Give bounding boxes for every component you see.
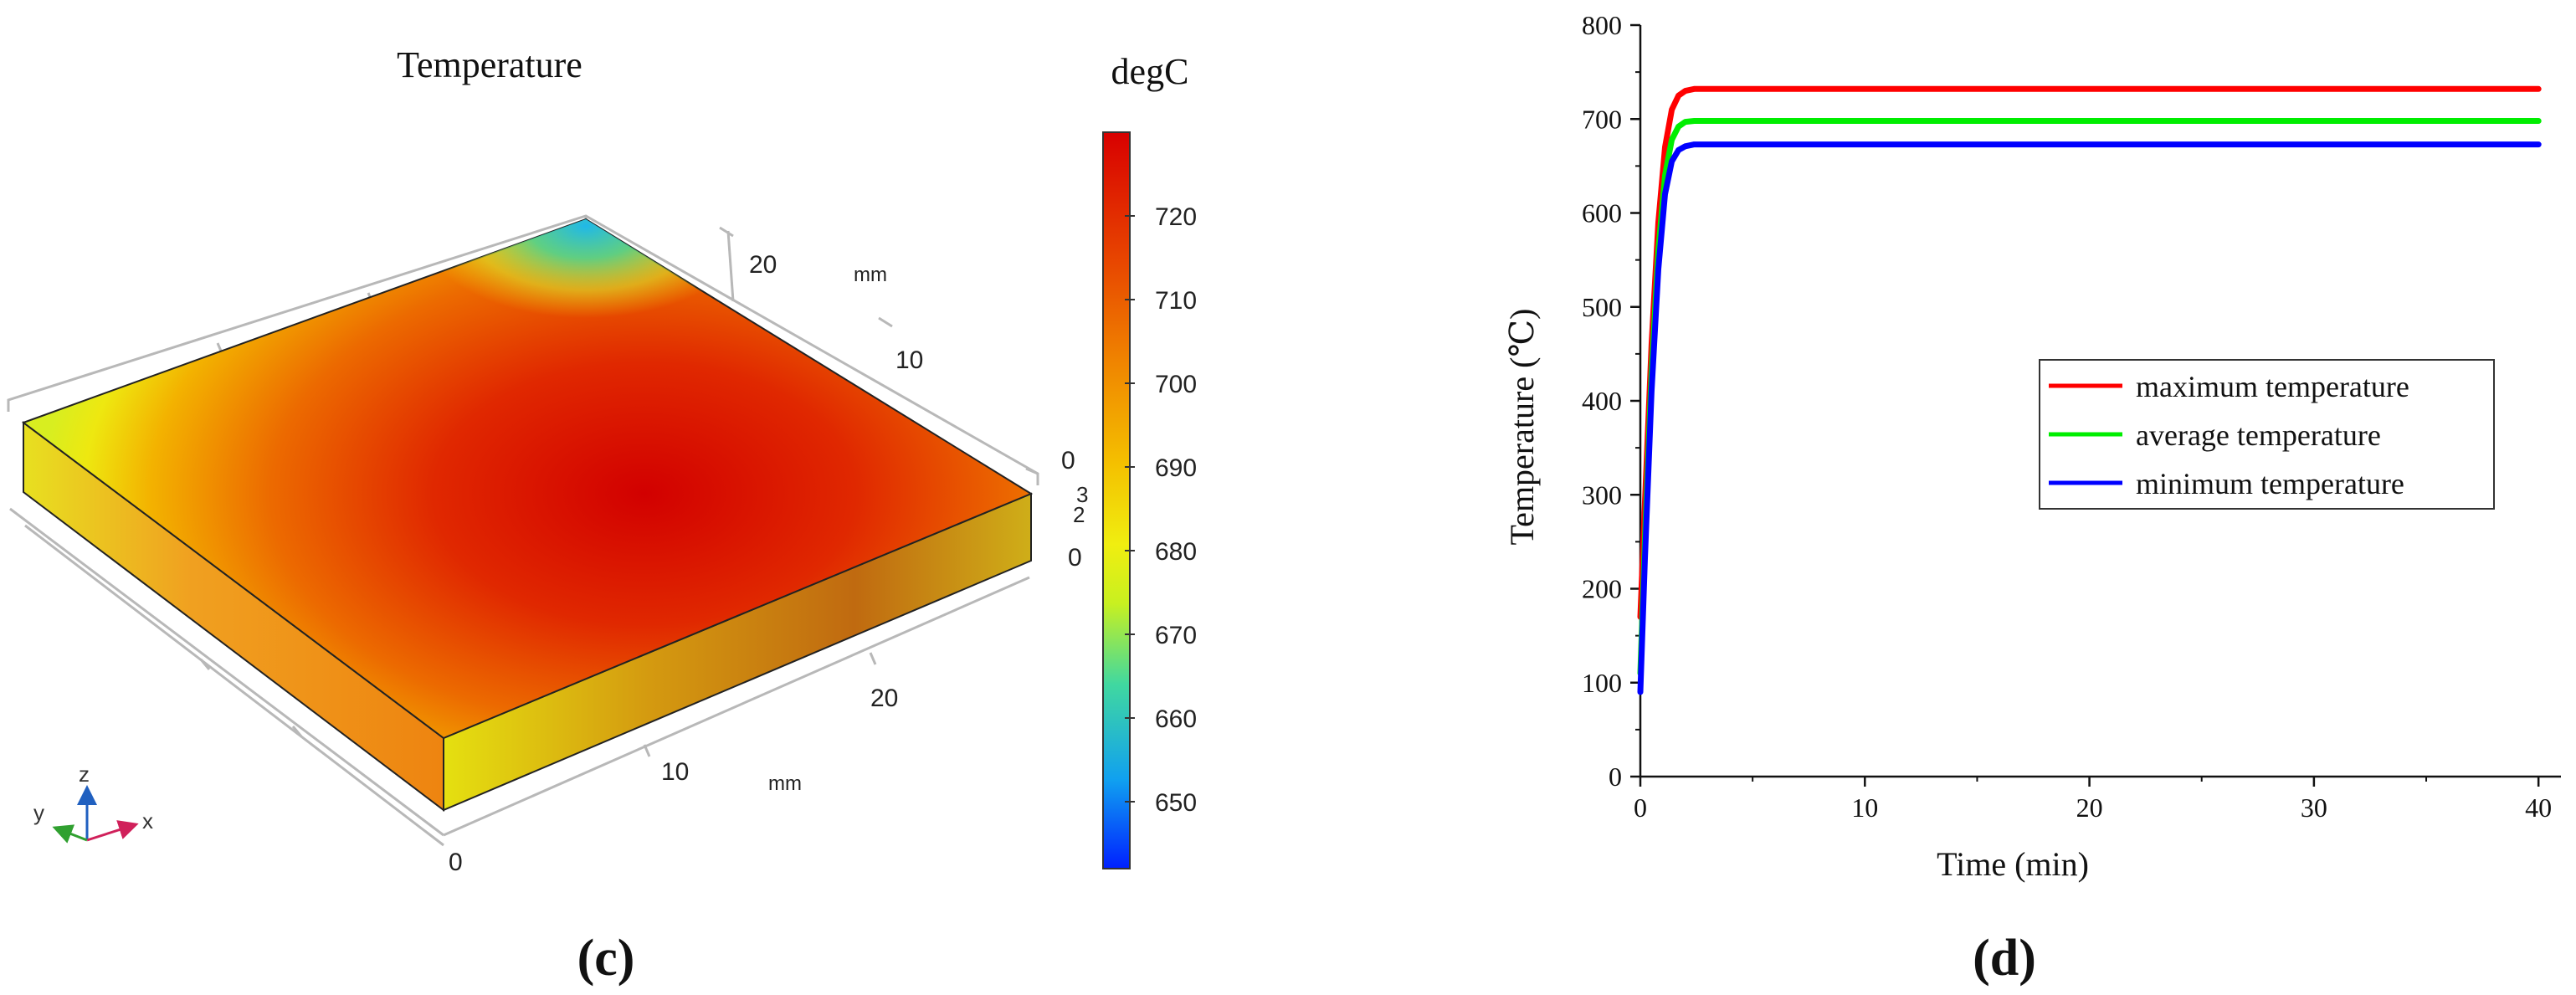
- y-tick-label: 600: [1582, 198, 1622, 228]
- colorbar-tick-label: 710: [1155, 287, 1197, 315]
- colorbar-tick-label: 650: [1155, 789, 1197, 817]
- series-maximum-temperature: [1637, 85, 2542, 620]
- legend-label-avg: average temperature: [2136, 418, 2381, 452]
- legend-label-max: maximum temperature: [2136, 370, 2409, 403]
- y-tick-label: 200: [1582, 574, 1622, 604]
- axis-triad: z x y: [33, 762, 153, 844]
- panel-d: 0 100 200 300 400 500 600 700 800 0 10 20 30 40 Time …: [1503, 10, 2561, 987]
- chart-axes: 0 100 200 300 400 500 600 700 800 0 10 20 30 40: [1582, 10, 2561, 823]
- y-tick-label: 100: [1582, 668, 1622, 698]
- panel-c-title: Temperature: [397, 44, 582, 85]
- panel-c-caption: (c): [577, 930, 635, 987]
- y-tick-label: 0: [1609, 762, 1622, 792]
- x-axis-tick-20: 20: [870, 685, 898, 712]
- colorbar-ticks: 720 710 700 690 680 670 660 650: [1125, 203, 1197, 817]
- z-axis-tick-3: 3: [1076, 482, 1088, 507]
- legend: maximum temperature average temperature …: [2039, 359, 2495, 510]
- z-axis-tick-2: 2: [1073, 502, 1085, 527]
- x-tick-label: 0: [1634, 792, 1647, 823]
- triad-y-label: y: [33, 800, 44, 825]
- colorbar-tick-label: 700: [1155, 371, 1197, 398]
- x-tick-label: 10: [1851, 792, 1878, 823]
- colorbar: 720 710 700 690 680 670 660 650: [1102, 131, 1197, 869]
- x-tick-label: 30: [2301, 792, 2327, 823]
- x-axis-tick-0: 0: [449, 849, 463, 876]
- panel-d-caption: (d): [1973, 930, 2036, 987]
- series-minimum-temperature: [1637, 141, 2542, 695]
- y-tick-label: 700: [1582, 104, 1622, 134]
- triad-x-arrow: [86, 820, 139, 842]
- y-axis-title: Temperature (℃): [1503, 309, 1541, 546]
- colorbar-unit-label: degC: [1111, 51, 1189, 92]
- colorbar-tick-label: 720: [1155, 203, 1197, 231]
- z-axis-tick-0: 0: [1068, 544, 1082, 572]
- axis-frame: [7, 214, 1039, 847]
- slab-top-cold-corner: [23, 219, 1031, 738]
- x-axis-title: Time (min): [1937, 845, 2089, 883]
- y-tick-label: 800: [1582, 10, 1622, 40]
- y-axis-tick-10: 10: [895, 346, 923, 374]
- colorbar-tick-label: 660: [1155, 705, 1197, 733]
- y-tick-label: 500: [1582, 292, 1622, 322]
- x-tick-label: 40: [2525, 792, 2552, 823]
- colorbar-tick-label: 690: [1155, 454, 1197, 482]
- y-axis-tick-20: 20: [749, 251, 777, 279]
- panel-c: Temperature degC 20 mm 10 0: [7, 44, 1197, 987]
- x-tick-label: 20: [2076, 792, 2103, 823]
- y-axis-tick-0: 0: [1061, 447, 1075, 474]
- y-tick-label: 400: [1582, 386, 1622, 416]
- triad-y-arrow: [52, 824, 88, 844]
- x-axis-tick-10: 10: [661, 758, 689, 786]
- colorbar-gradient: [1102, 131, 1131, 869]
- colorbar-tick-label: 680: [1155, 538, 1197, 566]
- y-axis-unit: mm: [854, 264, 887, 286]
- colorbar-tick-label: 670: [1155, 622, 1197, 649]
- x-axis-unit: mm: [768, 772, 802, 795]
- y-tick-label: 300: [1582, 480, 1622, 510]
- triad-z-label: z: [79, 762, 90, 787]
- legend-label-min: minimum temperature: [2136, 467, 2404, 500]
- triad-x-label: x: [142, 808, 153, 833]
- chart-series: [1637, 85, 2542, 695]
